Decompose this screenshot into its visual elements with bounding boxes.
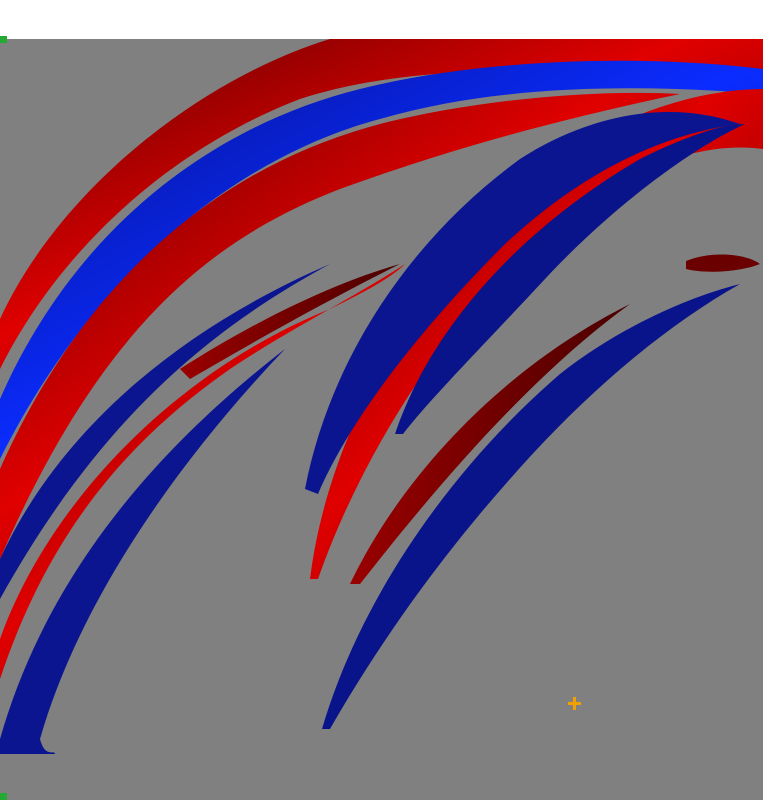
outer-red-wavefront [0,39,763,369]
top-blank-strip [0,0,763,39]
right-blue-arc [305,111,740,494]
lower-left-blue-stripe-2 [0,349,285,754]
thin-dark-red-diagonal [350,304,630,584]
bottom-left-corner-marker [0,793,7,800]
seismic-wavefield-canvas[interactable] [0,39,763,800]
top-left-corner-marker [0,36,7,43]
crosshair-cursor [568,697,581,710]
small-dark-red-blob [686,254,760,272]
inner-red-crescent [0,92,680,559]
wavefield-image [0,39,763,754]
center-dark-red-streak [180,264,400,379]
